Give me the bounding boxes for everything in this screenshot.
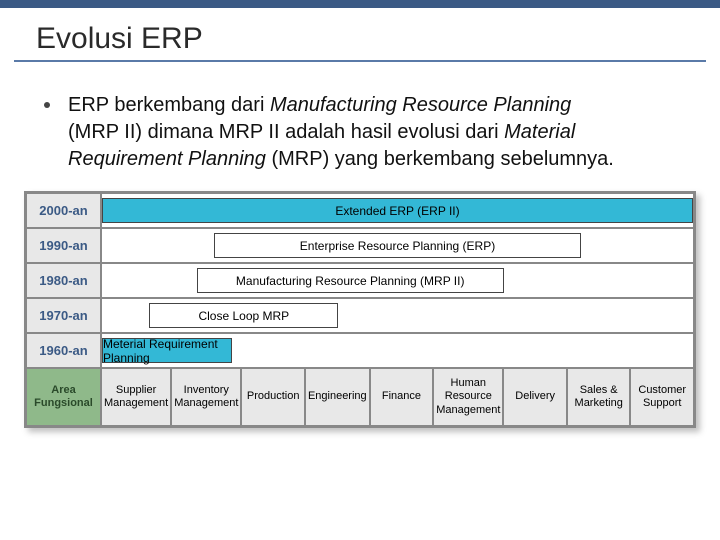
area-column: Production — [241, 368, 305, 426]
timeline-grid: 2000-anExtended ERP (ERP II)1990-an Enter… — [26, 193, 694, 368]
evolution-chart: 2000-anExtended ERP (ERP II)1990-an Enter… — [24, 191, 696, 428]
decade-label: 1960-an — [26, 333, 101, 368]
timeline-bar: Close Loop MRP — [149, 303, 338, 328]
timeline-bar-cell: Extended ERP (ERP II) — [101, 193, 694, 228]
decade-label: 1970-an — [26, 298, 101, 333]
area-column: Delivery — [503, 368, 567, 426]
area-column: Human Resource Management — [433, 368, 503, 426]
area-column: Sales & Marketing — [567, 368, 631, 426]
bullet-paragraph: ERP berkembang dari Manufacturing Resour… — [0, 62, 720, 191]
area-column: Engineering — [305, 368, 370, 426]
timeline-bar-cell: Manufacturing Resource Planning (MRP II) — [101, 263, 694, 298]
timeline-bar: Meterial Requirement Planning — [102, 338, 232, 363]
text-run-italic: Material — [504, 121, 575, 143]
text-run-italic: Requirement Planning — [68, 148, 266, 170]
slide-title: Evolusi ERP — [14, 8, 706, 62]
area-column: Inventory Management — [171, 368, 241, 426]
area-column: Customer Support — [630, 368, 694, 426]
decade-label: 1990-an — [26, 228, 101, 263]
timeline-bar: Enterprise Resource Planning (ERP) — [214, 233, 580, 258]
area-column: Supplier Management — [101, 368, 171, 426]
functional-area-row: Area FungsionalSupplier ManagementInvent… — [26, 368, 694, 426]
timeline-bar-cell: Close Loop MRP — [101, 298, 694, 333]
slide-top-accent — [0, 0, 720, 8]
text-run: (MRP) yang berkembang sebelumnya. — [266, 148, 614, 170]
timeline-bar: Manufacturing Resource Planning (MRP II) — [197, 268, 504, 293]
text-run: ERP berkembang dari — [68, 94, 270, 116]
timeline-bar: Extended ERP (ERP II) — [102, 198, 693, 223]
timeline-bar-cell: Meterial Requirement Planning — [101, 333, 694, 368]
area-label: Area Fungsional — [26, 368, 101, 426]
decade-label: 2000-an — [26, 193, 101, 228]
decade-label: 1980-an — [26, 263, 101, 298]
bullet-text: ERP berkembang dari Manufacturing Resour… — [68, 92, 614, 173]
text-run: (MRP II) dimana MRP II adalah hasil evol… — [68, 121, 504, 143]
text-run-italic: Manufacturing Resource Planning — [270, 94, 571, 116]
area-column: Finance — [370, 368, 434, 426]
timeline-bar-cell: Enterprise Resource Planning (ERP) — [101, 228, 694, 263]
bullet-icon — [44, 102, 50, 108]
